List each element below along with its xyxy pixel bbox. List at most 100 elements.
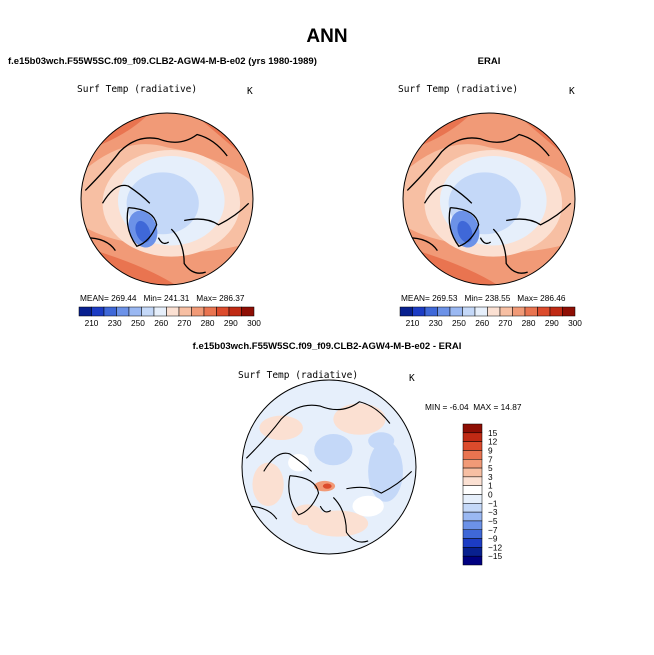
- colorbar-tick-label: 5: [488, 463, 493, 473]
- model-variable-label: Surf Temp (radiative): [77, 84, 198, 95]
- colorbar-tick-label: 280: [522, 318, 536, 328]
- coastline-greenland: [126, 206, 158, 247]
- colorbar-tick-label: 260: [475, 318, 489, 328]
- colorbar-box: [462, 511, 483, 522]
- figure-title: ANN: [306, 26, 348, 47]
- coastline-iceland: [319, 505, 332, 513]
- coastline-siberia: [346, 470, 413, 494]
- obs-map-field: [403, 113, 575, 285]
- coastline-eurasia-north: [84, 133, 228, 191]
- model-map-field: [81, 113, 253, 285]
- colorbar-box: [424, 306, 438, 317]
- mean-label: MEAN=: [401, 293, 430, 303]
- colorbar-tick-label: 270: [177, 318, 191, 328]
- max-label: MAX =: [473, 402, 499, 412]
- colorbar-box: [228, 306, 242, 317]
- colorbar-box: [216, 306, 230, 317]
- model-panel-title: f.e15b03wch.F55W5SC.f09_f09.CLB2-AGW4-M-…: [8, 56, 317, 67]
- diff-field-patch: [368, 440, 403, 502]
- colorbar-tick-label: 3: [488, 472, 493, 482]
- colorbar-box: [91, 306, 105, 317]
- colorbar-box: [499, 306, 513, 317]
- model-colorbar: 210 230 250 260 270 280 290 300: [78, 306, 261, 328]
- min-value: 241.31: [163, 293, 190, 303]
- diff-field-patch: [288, 453, 309, 472]
- colorbar-box: [512, 306, 526, 317]
- colorbar-box: [141, 306, 155, 317]
- difference-panel-title: f.e15b03wch.F55W5SC.f09_f09.CLB2-AGW4-M-…: [192, 341, 462, 352]
- max-value: 286.46: [540, 293, 566, 303]
- colorbar-tick-label: 260: [154, 318, 168, 328]
- mean-value: 269.44: [111, 293, 137, 303]
- colorbar-box: [524, 306, 538, 317]
- colorbar-box: [562, 306, 576, 317]
- colorbar-tick-label: 280: [201, 318, 215, 328]
- colorbar-box: [462, 432, 483, 442]
- colorbar-box: [462, 494, 483, 504]
- max-label: Max=: [196, 293, 217, 303]
- max-value: 14.87: [500, 402, 522, 412]
- max-label: Max=: [517, 293, 538, 303]
- colorbar-tick-label: −15: [488, 551, 502, 561]
- colorbar-box: [462, 423, 483, 434]
- colorbar-box: [462, 441, 483, 451]
- colorbar-tick-label: 0: [488, 490, 493, 500]
- diff-field-patch: [259, 415, 303, 441]
- coastline-archipelago: [423, 184, 473, 204]
- colorbar-box: [241, 306, 255, 317]
- model-map-border: [80, 112, 254, 286]
- difference-stats: MIN = -6.04 MAX = 14.87: [425, 402, 521, 412]
- colorbar-tick-label: 250: [452, 318, 466, 328]
- coastline-greenland: [288, 475, 320, 516]
- colorbar-tick-label: −7: [488, 525, 498, 535]
- colorbar-tick-label: 250: [131, 318, 145, 328]
- colorbar-tick-label: 300: [247, 318, 261, 328]
- colorbar-box: [449, 306, 463, 317]
- colorbar-tick-label: −12: [488, 542, 502, 552]
- obs-variable-label: Surf Temp (radiative): [398, 84, 519, 95]
- coastline-archipelago: [263, 452, 312, 472]
- colorbar-box: [191, 306, 205, 317]
- difference-map-border: [241, 379, 417, 555]
- colorbar-tick-label: 270: [498, 318, 512, 328]
- difference-units-label: K: [409, 373, 415, 384]
- coastline-scandinavia: [332, 497, 369, 543]
- min-value: -6.04: [449, 402, 469, 412]
- colorbar-box: [462, 459, 483, 469]
- colorbar-tick-label: 15: [488, 428, 498, 438]
- difference-coastlines: [245, 401, 413, 543]
- colorbar-box: [166, 306, 180, 317]
- colorbar-box: [128, 306, 142, 317]
- mean-label: MEAN=: [80, 293, 109, 303]
- min-label: MIN =: [425, 402, 448, 412]
- colorbar-tick-label: 230: [108, 318, 122, 328]
- colorbar-tick-label: 210: [406, 318, 420, 328]
- obs-panel-title: ERAI: [477, 56, 501, 67]
- max-value: 286.37: [219, 293, 245, 303]
- difference-map-field: [242, 380, 416, 554]
- colorbar-tick-label: 1: [488, 481, 493, 491]
- colorbar-box: [462, 529, 483, 539]
- min-label: Min=: [143, 293, 162, 303]
- difference-variable-label: Surf Temp (radiative): [238, 370, 359, 381]
- obs-units-label: K: [569, 86, 575, 97]
- colorbar-tick-label: −5: [488, 516, 498, 526]
- colorbar-box: [462, 476, 483, 486]
- colorbar-tick-label: 7: [488, 454, 493, 464]
- min-label: Min=: [464, 293, 483, 303]
- obs-stats: MEAN= 269.53 Min= 238.55 Max= 286.46: [401, 293, 566, 303]
- colorbar-box: [474, 306, 488, 317]
- greenland-coldest-core: [135, 220, 151, 243]
- colorbar-tick-label: −3: [488, 507, 498, 517]
- model-coastlines: [84, 133, 250, 274]
- colorbar-box: [462, 450, 483, 460]
- coastline-greenland: [448, 206, 480, 247]
- coastline-siberia: [506, 202, 572, 226]
- colorbar-box: [462, 547, 483, 557]
- coastline-eurasia-north: [406, 133, 550, 191]
- model-units-label: K: [247, 86, 253, 97]
- colorbar-box: [178, 306, 192, 317]
- colorbar-tick-label: 300: [568, 318, 582, 328]
- diff-field-patch: [368, 432, 395, 450]
